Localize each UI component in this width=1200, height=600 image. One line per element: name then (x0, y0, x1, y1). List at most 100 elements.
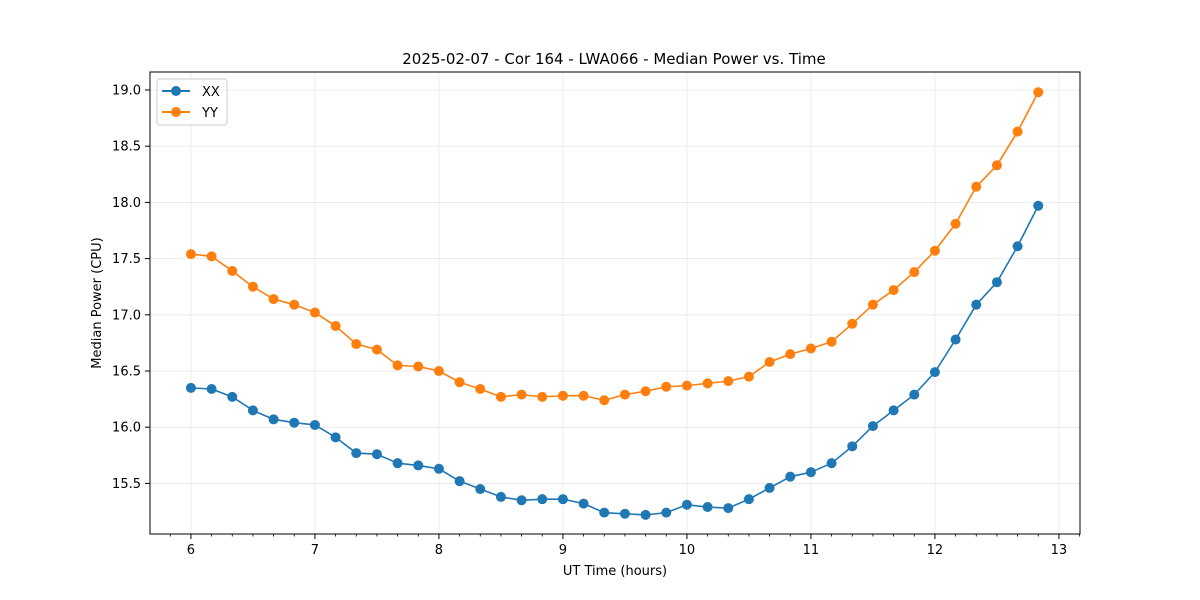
data-point-yy (392, 360, 403, 371)
data-point-xx (330, 432, 341, 443)
data-point-yy (578, 390, 589, 401)
data-point-xx (578, 498, 589, 509)
data-point-xx (433, 463, 444, 474)
x-tick-label: 12 (927, 543, 944, 558)
data-point-xx (619, 508, 630, 519)
data-point-xx (1012, 241, 1023, 252)
data-point-yy (971, 181, 982, 192)
series-layer (185, 87, 1044, 520)
data-point-yy (227, 265, 238, 276)
plot-frame (149, 71, 1081, 535)
data-point-yy (991, 160, 1002, 171)
y-tick-label: 15.5 (112, 477, 141, 492)
data-point-xx (227, 391, 238, 402)
data-point-xx (826, 458, 837, 469)
data-point-xx (867, 421, 878, 432)
axis-ticks: 6 7 8 9 10 11 12 13 15.5 16.0 16.5 17.0 17.5 18.0 18.5… (112, 83, 1080, 558)
data-point-yy (929, 245, 940, 256)
data-point-yy (805, 343, 816, 354)
data-point-yy (764, 357, 775, 368)
legend-label-yy: YY (201, 106, 218, 121)
data-point-xx (475, 484, 486, 495)
data-point-xx (392, 458, 403, 469)
data-point-xx (909, 389, 920, 400)
data-point-yy (413, 361, 424, 372)
data-point-xx (599, 507, 610, 518)
y-tick-label: 19.0 (112, 83, 141, 98)
data-point-xx (557, 494, 568, 505)
data-point-yy (1033, 87, 1044, 98)
data-point-xx (847, 441, 858, 452)
data-point-xx (537, 494, 548, 505)
data-point-xx (309, 419, 320, 430)
y-tick-label: 16.5 (112, 365, 141, 380)
legend: XX YY (156, 78, 228, 126)
data-point-yy (330, 321, 341, 332)
data-point-xx (929, 367, 940, 378)
data-point-xx (185, 382, 196, 393)
data-point-yy (185, 249, 196, 260)
data-point-xx (888, 405, 899, 416)
data-point-xx (950, 334, 961, 345)
data-point-yy (247, 281, 258, 292)
data-point-yy (661, 381, 672, 392)
x-tick-label: 7 (311, 543, 319, 558)
data-point-yy (785, 349, 796, 360)
data-point-yy (475, 383, 486, 394)
legend-label-xx: XX (202, 85, 220, 100)
data-point-yy (888, 285, 899, 296)
data-point-xx (991, 277, 1002, 288)
data-point-yy (495, 391, 506, 402)
data-point-xx (661, 507, 672, 518)
data-point-yy (454, 377, 465, 388)
x-axis-label: UT Time (hours) (563, 564, 667, 579)
data-point-xx (743, 494, 754, 505)
data-point-xx (764, 482, 775, 493)
data-point-yy (433, 366, 444, 377)
data-point-yy (557, 390, 568, 401)
data-point-yy (847, 318, 858, 329)
data-point-xx (268, 414, 279, 425)
x-tick-label: 6 (187, 543, 195, 558)
data-point-xx (289, 417, 300, 428)
data-point-xx (516, 495, 527, 506)
data-point-xx (681, 499, 692, 510)
data-point-xx (1033, 200, 1044, 211)
y-axis-label: Median Power (CPU) (90, 237, 105, 368)
y-tick-label: 18.0 (112, 196, 141, 211)
chart-title: 2025-02-07 - Cor 164 - LWA066 - Median P… (402, 50, 826, 68)
data-point-yy (516, 389, 527, 400)
data-point-yy (351, 339, 362, 350)
data-point-yy (909, 267, 920, 278)
data-point-xx (785, 471, 796, 482)
data-point-xx (247, 405, 258, 416)
data-point-xx (805, 467, 816, 478)
legend-marker-xx (171, 86, 181, 96)
data-point-xx (723, 503, 734, 514)
data-point-yy (599, 395, 610, 406)
data-point-yy (309, 307, 320, 318)
y-tick-label: 16.0 (112, 421, 141, 436)
data-point-yy (867, 299, 878, 310)
x-tick-label: 11 (803, 543, 820, 558)
data-point-xx (371, 449, 382, 460)
data-point-yy (950, 218, 961, 229)
data-point-yy (702, 378, 713, 389)
x-tick-label: 9 (559, 543, 567, 558)
y-tick-label: 18.5 (112, 140, 141, 155)
y-tick-label: 17.5 (112, 252, 141, 267)
x-tick-label: 10 (679, 543, 696, 558)
x-tick-label: 13 (1051, 543, 1068, 558)
x-tick-label: 8 (435, 543, 443, 558)
data-point-yy (723, 376, 734, 387)
data-point-xx (702, 502, 713, 513)
data-point-yy (743, 371, 754, 382)
data-point-xx (640, 509, 651, 520)
data-point-xx (351, 448, 362, 459)
data-point-yy (1012, 126, 1023, 137)
data-point-xx (413, 460, 424, 471)
data-point-yy (371, 344, 382, 355)
data-point-xx (454, 476, 465, 487)
data-point-yy (289, 299, 300, 310)
